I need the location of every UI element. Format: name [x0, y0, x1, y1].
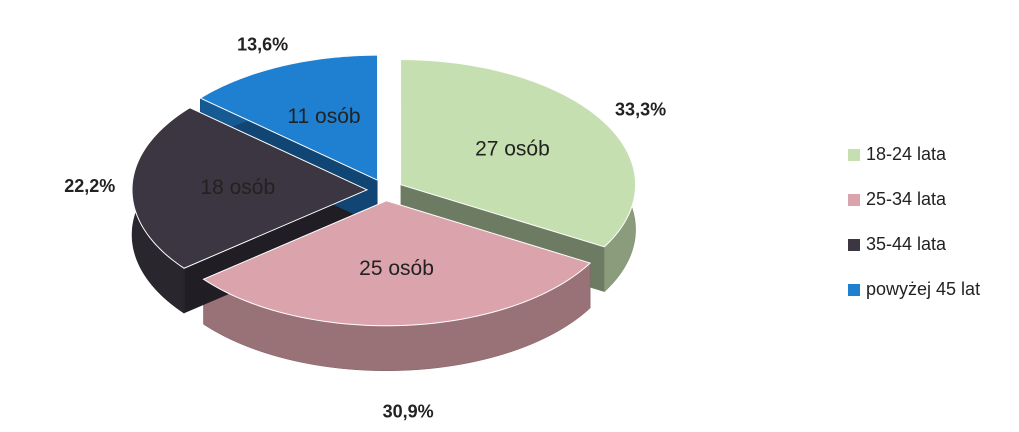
legend-label: powyżej 45 lat	[866, 279, 980, 299]
percent-label: 30,9%	[383, 402, 434, 422]
percent-label: 33,3%	[615, 99, 666, 119]
slice	[199, 54, 379, 181]
legend-label: 18-24 lata	[866, 144, 947, 164]
count-label: 18 osób	[200, 176, 275, 199]
slice	[131, 107, 369, 269]
percent-label: 13,6%	[237, 35, 288, 55]
count-label: 25 osób	[359, 257, 434, 280]
count-label: 11 osób	[287, 105, 360, 128]
count-label: 27 osób	[475, 138, 550, 161]
legend-swatch	[848, 284, 860, 296]
legend-swatch	[848, 149, 860, 161]
legend-label: 25-34 lata	[866, 189, 947, 209]
legend-swatch	[848, 239, 860, 251]
percent-label: 22,2%	[64, 176, 115, 196]
tops	[131, 54, 637, 327]
legend-swatch	[848, 194, 860, 206]
legend-label: 35-44 lata	[866, 234, 947, 254]
slice	[202, 200, 592, 327]
slice	[400, 59, 637, 248]
